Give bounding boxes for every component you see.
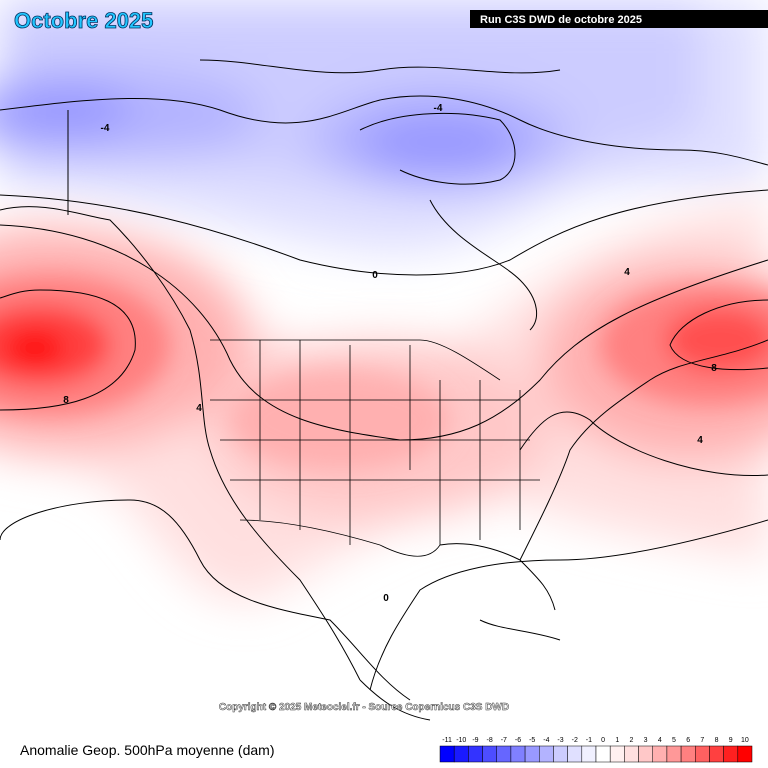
contour-labels: -4 -4 0 4 8 4 4 8 0 [63, 103, 717, 604]
legend-label: -2 [572, 737, 578, 744]
legend-label: -10 [456, 737, 466, 744]
legend-swatch [737, 745, 753, 763]
legend-swatch [439, 745, 455, 763]
legend-swatch [581, 745, 597, 763]
contour-label: 0 [383, 593, 389, 604]
legend-swatch [624, 745, 639, 763]
contour-label: 4 [697, 435, 703, 446]
legend-swatch [453, 745, 469, 763]
run-label: Run C3S DWD de octobre 2025 [480, 14, 642, 26]
contour-label: -4 [434, 103, 443, 114]
legend-swatch [666, 745, 682, 763]
legend-swatch [695, 745, 710, 763]
legend-label: -8 [487, 737, 493, 744]
legend-label: -6 [515, 737, 521, 744]
legend-label: 1 [615, 737, 619, 744]
legend-swatch [468, 745, 483, 763]
contour-label: 4 [624, 267, 630, 278]
anomaly-field [0, 0, 768, 721]
legend-swatch [510, 745, 526, 763]
legend-swatch [482, 745, 497, 763]
color-legend: -11 -10 -9 -8 -7 -6 -5 -4 -3 -2 -1 0 1 2 3 4 5 6 7 8 9 10 [439, 737, 753, 763]
legend-swatch [709, 745, 724, 763]
contour-label: -4 [101, 123, 110, 134]
legend-swatch [524, 745, 540, 763]
legend-label: 6 [686, 737, 690, 744]
legend-label: 2 [630, 737, 634, 744]
legend-label: -5 [529, 737, 535, 744]
legend-swatch [567, 745, 583, 763]
caption: Anomalie Geop. 500hPa moyenne (dam) [20, 742, 274, 758]
legend-label: -3 [557, 737, 563, 744]
legend-label: 10 [741, 737, 749, 744]
contour-label: 8 [63, 395, 69, 406]
copyright: Copyright © 2025 Meteociel.fr - Source C… [219, 702, 509, 713]
legend-label: 0 [601, 737, 605, 744]
legend-swatch [652, 745, 668, 763]
legend-label: 4 [658, 737, 662, 744]
contour-label: 8 [711, 363, 717, 374]
legend-swatch [609, 745, 625, 763]
legend-swatch [638, 745, 653, 763]
legend-label: -4 [543, 737, 549, 744]
legend-label: 8 [715, 737, 719, 744]
legend-label: -11 [442, 737, 452, 744]
map-title: Octobre 2025 [14, 8, 153, 33]
borders [210, 339, 540, 557]
contour-label: 4 [196, 403, 202, 414]
legend-swatch [553, 745, 568, 763]
legend-label: -1 [586, 737, 592, 744]
run-box [470, 10, 768, 28]
legend-swatch [723, 745, 739, 763]
legend-swatch [595, 745, 611, 763]
legend-label: 7 [700, 737, 704, 744]
coastline [0, 59, 768, 721]
contours [0, 95, 768, 701]
legend-label: 9 [729, 737, 733, 744]
legend-label: -9 [472, 737, 478, 744]
contour-label: 0 [372, 270, 378, 281]
legend-swatch [496, 745, 512, 763]
legend-label: 3 [644, 737, 648, 744]
legend-swatch [680, 745, 696, 763]
legend-label: 5 [672, 737, 676, 744]
legend-label: -7 [501, 737, 507, 744]
legend-swatch [539, 745, 554, 763]
